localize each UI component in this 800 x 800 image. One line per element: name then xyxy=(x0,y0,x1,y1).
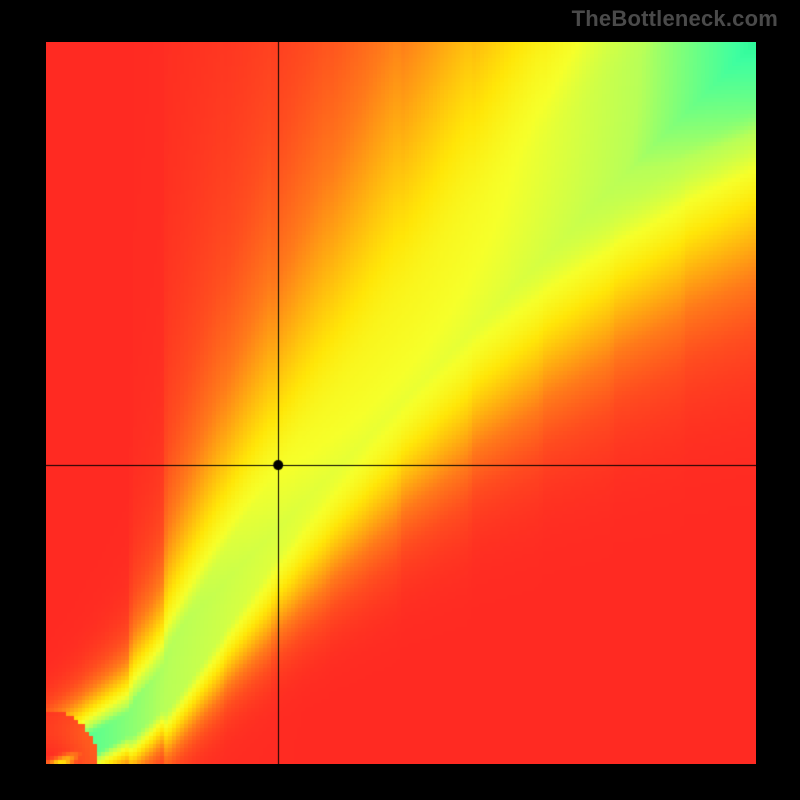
chart-container: TheBottleneck.com xyxy=(0,0,800,800)
watermark-text: TheBottleneck.com xyxy=(572,6,778,32)
bottleneck-heatmap xyxy=(46,42,756,764)
